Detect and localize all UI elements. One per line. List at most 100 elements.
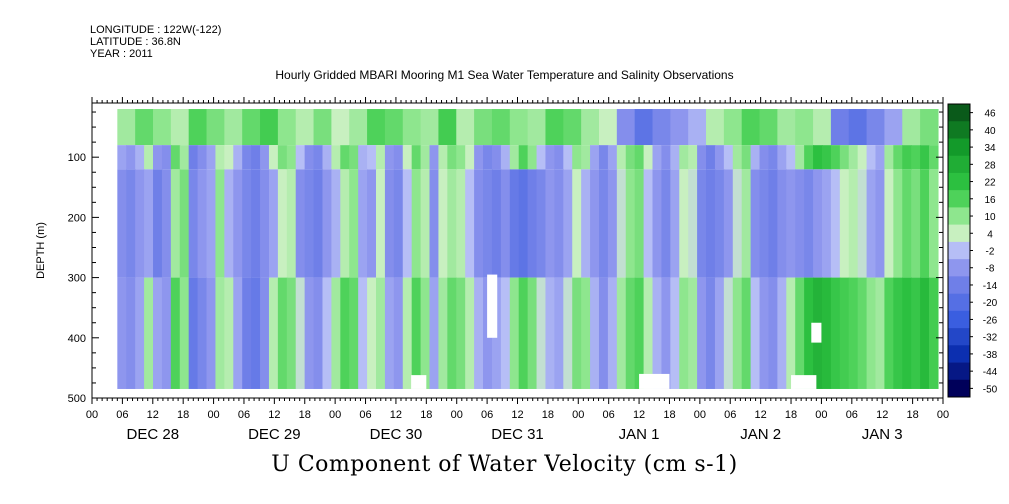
heatmap-cell — [117, 145, 127, 170]
heatmap-cell — [215, 277, 225, 389]
heatmap-cell — [260, 145, 270, 170]
colorbar-label: -50 — [983, 384, 998, 395]
heatmap-cell — [661, 169, 671, 278]
heatmap-cell — [697, 145, 707, 170]
heatmap-cell — [411, 145, 422, 170]
x-tick-label: 18 — [420, 409, 432, 421]
heatmap-cell — [902, 109, 921, 146]
heatmap-cell — [170, 145, 181, 170]
heatmap-cell — [242, 109, 261, 146]
heatmap-cell — [161, 169, 172, 278]
heatmap-cell — [153, 169, 163, 278]
heatmap-cell — [661, 145, 671, 170]
heatmap-cell — [911, 145, 921, 170]
y-tick-label: 300 — [68, 273, 86, 285]
heatmap-chart: 00 06 12 18 00 06 12 18 00 06 12 18 00 06 12 18 00 06 12 18… — [35, 97, 998, 443]
heatmap-cell — [242, 145, 252, 170]
heatmap-cell — [420, 169, 431, 278]
heatmap-cell — [277, 277, 288, 389]
heatmap-cell — [652, 145, 663, 170]
x-tick-label: 06 — [359, 409, 371, 421]
heatmap-cell — [402, 277, 413, 389]
heatmap-cell — [509, 277, 520, 389]
heatmap-cell — [714, 169, 725, 278]
heatmap-cell — [456, 145, 466, 170]
heatmap-cell — [367, 277, 377, 389]
heatmap-cell — [625, 169, 636, 278]
heatmap-cell — [456, 277, 466, 389]
heatmap-cell — [527, 145, 538, 170]
heatmap-cell — [777, 109, 796, 146]
heatmap-cell — [714, 145, 725, 170]
heatmap-cell — [188, 277, 199, 389]
heatmap-cell — [902, 145, 912, 170]
x-tick-label: 18 — [663, 409, 675, 421]
heatmap-cell — [340, 169, 350, 278]
heatmap-cell — [260, 109, 279, 146]
heatmap-cell — [491, 145, 502, 170]
colorbar-swatch — [948, 241, 970, 260]
heatmap-cell — [491, 109, 511, 146]
colorbar-label: -32 — [983, 333, 998, 344]
heatmap-cell — [126, 169, 136, 278]
heatmap-cell — [670, 109, 689, 146]
heatmap-cell — [545, 145, 555, 170]
x-tick-label: 12 — [390, 409, 402, 421]
heatmap-cell — [804, 277, 814, 389]
heatmap-cell — [527, 109, 547, 146]
heatmap-cell — [732, 145, 743, 170]
heatmap-cell — [679, 145, 689, 170]
heatmap-cell — [465, 145, 475, 170]
heatmap-cell — [795, 277, 805, 389]
heatmap-cell — [367, 169, 377, 278]
heatmap-cell — [277, 169, 288, 278]
heatmap-cell — [902, 169, 912, 278]
heatmap-cell — [643, 169, 654, 278]
heatmap-cell — [581, 145, 591, 170]
heatmap-cell — [741, 169, 752, 278]
heatmap-cell — [786, 169, 796, 278]
heatmap-cell — [741, 109, 761, 146]
y-tick-label: 500 — [68, 393, 86, 405]
missing-data-block — [811, 322, 822, 343]
heatmap-cell — [500, 277, 511, 389]
x-tick-label: 00 — [329, 409, 341, 421]
heatmap-cell — [813, 145, 823, 170]
heatmap-cell — [572, 145, 582, 170]
heatmap-cell — [349, 277, 359, 389]
x-day-label: DEC 28 — [127, 426, 180, 443]
missing-data-block — [639, 373, 670, 389]
heatmap-cell — [500, 145, 511, 170]
heatmap-cell — [224, 277, 234, 389]
heatmap-cell — [304, 169, 315, 278]
heatmap-cell — [706, 109, 725, 146]
heatmap-cell — [759, 145, 770, 170]
heatmap-cell — [384, 169, 395, 278]
heatmap-cell — [349, 169, 359, 278]
heatmap-cell — [866, 169, 877, 278]
heatmap-cell — [465, 169, 475, 278]
heatmap-cell — [206, 109, 225, 146]
heatmap-cell — [554, 277, 564, 389]
heatmap-cell — [759, 109, 778, 146]
heatmap-cell — [384, 277, 395, 389]
heatmap-cell — [509, 145, 520, 170]
colorbar-label: -44 — [983, 367, 998, 378]
heatmap-cell — [304, 145, 315, 170]
heatmap-cell — [117, 277, 127, 389]
x-tick-label: 00 — [572, 409, 584, 421]
x-axis-ticks: 00 06 12 18 00 06 12 18 00 06 12 18 00 06 12 18 00 06 12 18… — [86, 97, 949, 443]
x-tick-label: 12 — [511, 409, 523, 421]
heatmap-cell — [804, 169, 814, 278]
heatmap-cell — [795, 145, 805, 170]
heatmap-cell — [875, 145, 886, 170]
y-tick-label: 400 — [68, 333, 86, 345]
heatmap-cell — [759, 277, 770, 389]
heatmap-cell — [590, 277, 600, 389]
x-tick-label: 18 — [177, 409, 189, 421]
heatmap-cell — [420, 277, 431, 389]
heatmap-cell — [268, 277, 279, 389]
heatmap-cell — [402, 169, 413, 278]
heatmap-cell — [518, 145, 529, 170]
heatmap-cell — [527, 169, 538, 278]
